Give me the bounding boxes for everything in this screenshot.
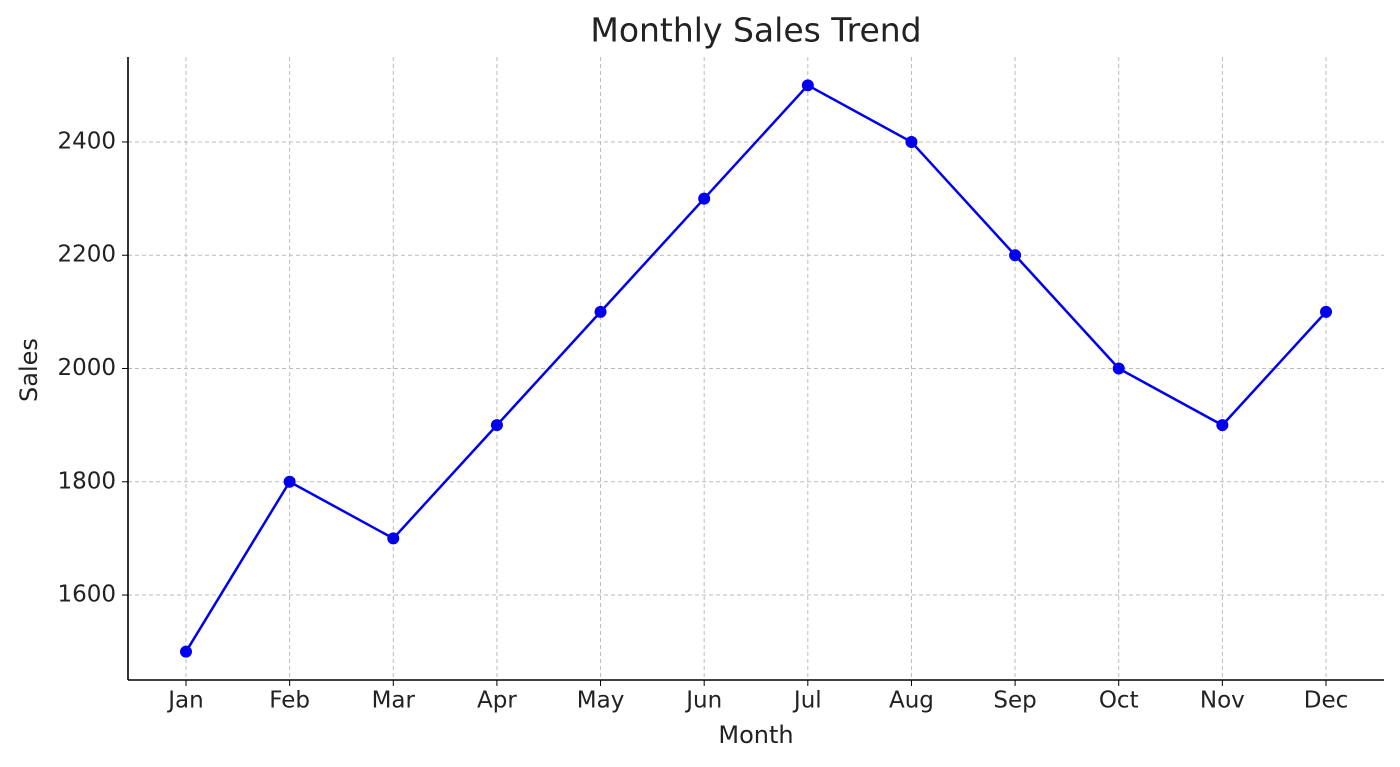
y-tick-label: 1600 [57,582,116,608]
point [1112,362,1125,375]
point [387,532,400,545]
x-tick-label: Mar [372,688,416,714]
x-tick-label: Oct [1099,688,1139,714]
point [801,79,814,92]
point [594,305,607,318]
point [905,135,918,148]
y-tick-label: 2000 [57,355,116,381]
point [1320,305,1332,318]
y-tick-label: 2400 [57,128,116,154]
line [184,83,1327,653]
x-tick-label: Apr [477,688,517,714]
x-tick-label: Jun [684,688,722,714]
x-tick-label: Sep [993,688,1036,714]
point [1009,249,1022,262]
point [1216,419,1229,432]
chart-title: Monthly Sales Trend [590,11,921,50]
point [180,645,192,658]
x-tick-label: Jan [166,688,203,714]
y-axis-label: Sales [15,338,43,402]
x-axis-label: Month [718,721,793,749]
x-tick-label: Jul [792,688,822,714]
y-tick-label: 1800 [57,468,116,494]
y-tick-label: 2200 [57,242,116,268]
x-tick-label: Dec [1304,688,1349,714]
point [283,475,296,488]
point [490,419,503,432]
point [698,192,711,205]
x-tick-label: May [577,688,625,714]
x-tick-label: Feb [269,688,310,714]
x-tick-label: Nov [1200,688,1245,714]
x-tick-label: Aug [889,688,934,714]
